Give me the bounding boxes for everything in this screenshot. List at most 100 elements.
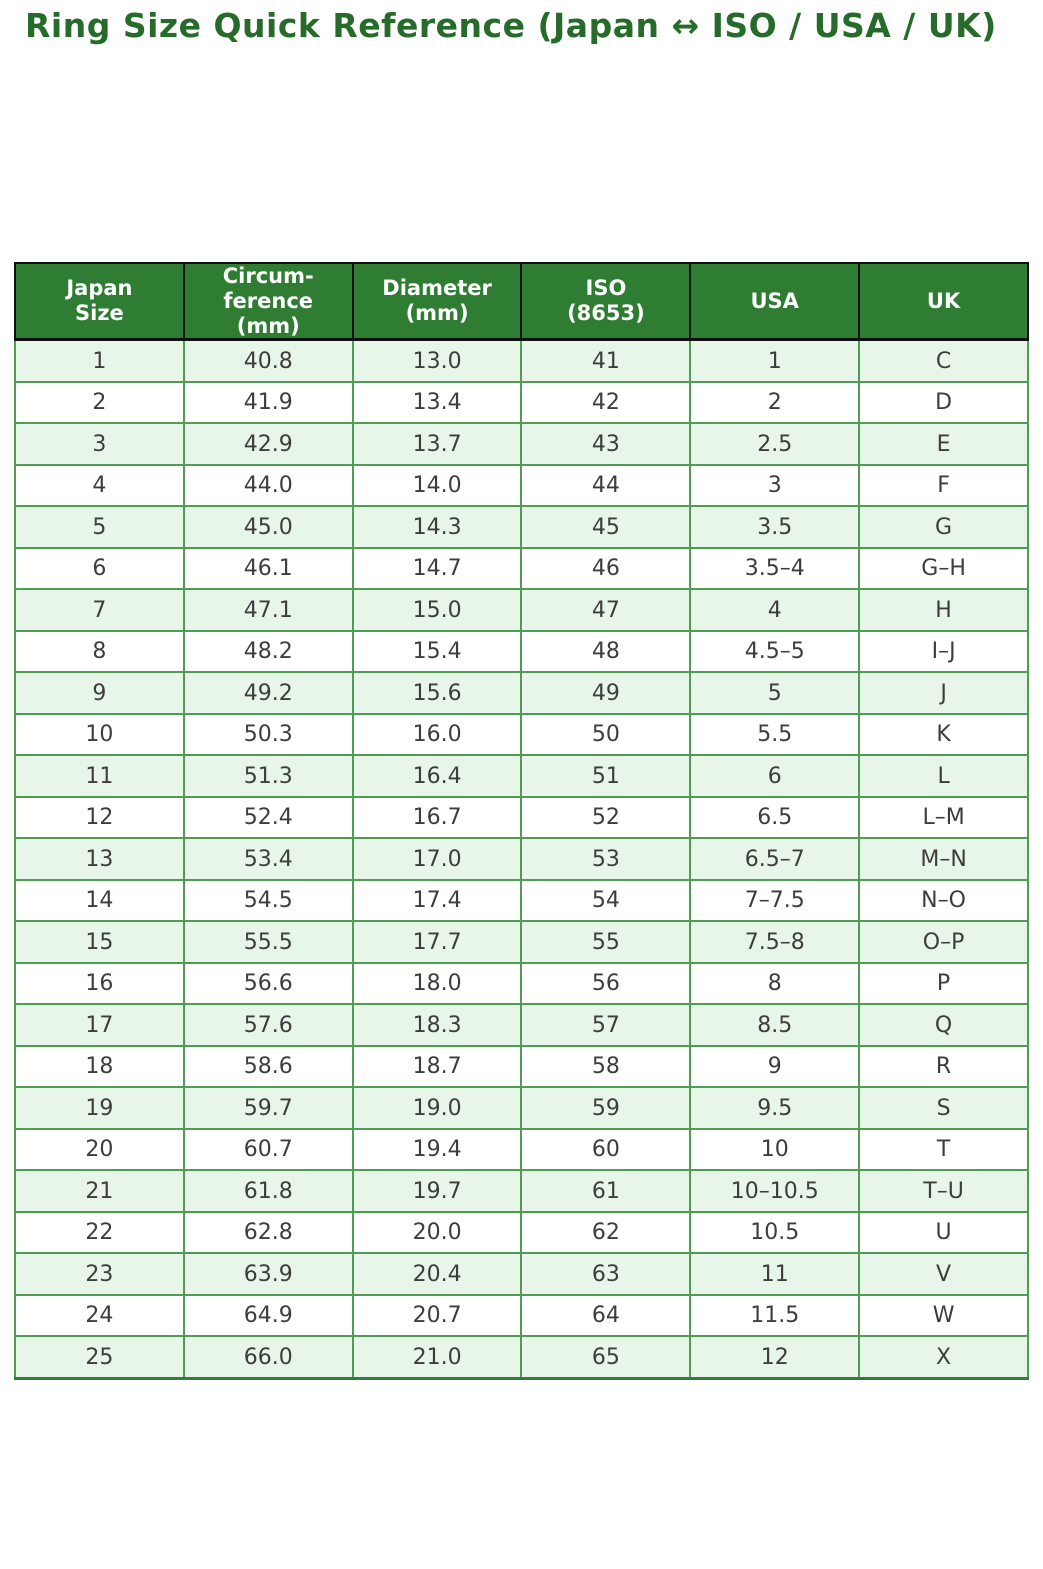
table-cell: 24 xyxy=(14,1293,185,1338)
table-row: 3 42.9 13.7 43 2.5 E xyxy=(14,422,1029,466)
table-row: 15 55.5 17.7 55 7.5–8 O–P xyxy=(14,920,1029,964)
table-row: 20 60.7 19.4 60 10 T xyxy=(14,1127,1029,1172)
table-cell: 14 xyxy=(14,878,185,923)
table-row: 14 54.5 17.4 54 7–7.5 N–O xyxy=(14,878,1029,923)
header-row: Japan Size Circum- ference (mm) Diameter (… xyxy=(14,262,1029,342)
table-row: 18 58.6 18.7 58 9 R xyxy=(14,1044,1029,1089)
table-cell: 21 xyxy=(14,1169,185,1213)
table-cell: 47 xyxy=(520,588,692,632)
table-cell: 11 xyxy=(689,1252,861,1296)
column-header: ISO (8653) xyxy=(520,262,692,342)
table-cell: 5.5 xyxy=(689,712,861,757)
table-cell: 55.5 xyxy=(182,920,354,964)
table-cell: 66.0 xyxy=(182,1335,354,1380)
table-cell: 64.9 xyxy=(182,1293,354,1338)
table-cell: 3 xyxy=(14,422,185,466)
table-row: 6 46.1 14.7 46 3.5–4 G–H xyxy=(14,546,1029,591)
table-cell: 20.7 xyxy=(351,1293,523,1338)
table-row: 17 57.6 18.3 57 8.5 Q xyxy=(14,1003,1029,1047)
ring-size-table: Japan Size Circum- ference (mm) Diameter (… xyxy=(14,262,1029,1380)
table-cell: 4.5–5 xyxy=(689,629,861,674)
table-cell: U xyxy=(858,1210,1029,1255)
table-cell: 42 xyxy=(520,380,692,425)
table-cell: 6 xyxy=(14,546,185,591)
table-cell: 41 xyxy=(520,338,692,383)
table-cell: 60 xyxy=(520,1127,692,1172)
table-cell: 8 xyxy=(14,629,185,674)
table-cell: 64 xyxy=(520,1293,692,1338)
table-cell: 53.4 xyxy=(182,837,354,881)
table-cell: 46.1 xyxy=(182,546,354,591)
table-cell: 16.4 xyxy=(351,754,523,798)
column-header: USA xyxy=(689,262,861,342)
table-cell: Q xyxy=(858,1003,1029,1047)
table-cell: 53 xyxy=(520,837,692,881)
table-cell: 10.5 xyxy=(689,1210,861,1255)
table-cell: 6.5–7 xyxy=(689,837,861,881)
table-cell: K xyxy=(858,712,1029,757)
table-cell: L xyxy=(858,754,1029,798)
table-cell: 58.6 xyxy=(182,1044,354,1089)
table-cell: 22 xyxy=(14,1210,185,1255)
table-cell: 16 xyxy=(14,961,185,1006)
table-cell: 20.0 xyxy=(351,1210,523,1255)
table-cell: V xyxy=(858,1252,1029,1296)
table-cell: 62 xyxy=(520,1210,692,1255)
table-cell: 56 xyxy=(520,961,692,1006)
table-cell: 42.9 xyxy=(182,422,354,466)
table-cell: 4 xyxy=(689,588,861,632)
table-cell: 57 xyxy=(520,1003,692,1047)
table-row: 13 53.4 17.0 53 6.5–7 M–N xyxy=(14,837,1029,881)
table-cell: T–U xyxy=(858,1169,1029,1213)
table-cell: 13.0 xyxy=(351,338,523,383)
table-cell: D xyxy=(858,380,1029,425)
table-cell: 63 xyxy=(520,1252,692,1296)
table-row: 23 63.9 20.4 63 11 V xyxy=(14,1252,1029,1296)
table-header: Japan Size Circum- ference (mm) Diameter (… xyxy=(14,262,1029,342)
table-cell: 12 xyxy=(689,1335,861,1380)
table-cell: 49 xyxy=(520,671,692,715)
table-cell: 17 xyxy=(14,1003,185,1047)
ring-size-table-container: Japan Size Circum- ference (mm) Diameter (… xyxy=(14,262,1029,1380)
table-row: 21 61.8 19.7 61 10–10.5 T–U xyxy=(14,1169,1029,1213)
table-cell: 10–10.5 xyxy=(689,1169,861,1213)
table-cell: 54.5 xyxy=(182,878,354,923)
table-cell: 20.4 xyxy=(351,1252,523,1296)
table-cell: 23 xyxy=(14,1252,185,1296)
table-cell: 63.9 xyxy=(182,1252,354,1296)
table-cell: 51 xyxy=(520,754,692,798)
table-cell: 60.7 xyxy=(182,1127,354,1172)
table-cell: 5 xyxy=(14,505,185,549)
table-row: 8 48.2 15.4 48 4.5–5 I–J xyxy=(14,629,1029,674)
table-cell: 18.3 xyxy=(351,1003,523,1047)
page-title: Ring Size Quick Reference (Japan ↔ ISO /… xyxy=(25,6,997,45)
table-cell: P xyxy=(858,961,1029,1006)
table-cell: 19 xyxy=(14,1086,185,1130)
table-cell: 41.9 xyxy=(182,380,354,425)
table-cell: 11.5 xyxy=(689,1293,861,1338)
table-cell: 8.5 xyxy=(689,1003,861,1047)
column-header: Japan Size xyxy=(14,262,185,342)
table-cell: 49.2 xyxy=(182,671,354,715)
table-cell: 59.7 xyxy=(182,1086,354,1130)
table-cell: 16.0 xyxy=(351,712,523,757)
table-cell: 17.0 xyxy=(351,837,523,881)
table-row: 1 40.8 13.0 41 1 C xyxy=(14,338,1029,383)
table-row: 5 45.0 14.3 45 3.5 G xyxy=(14,505,1029,549)
table-cell: 54 xyxy=(520,878,692,923)
table-cell: 2 xyxy=(14,380,185,425)
table-row: 19 59.7 19.0 59 9.5 S xyxy=(14,1086,1029,1130)
table-cell: 14.3 xyxy=(351,505,523,549)
table-cell: 44 xyxy=(520,463,692,508)
table-row: 12 52.4 16.7 52 6.5 L–M xyxy=(14,795,1029,840)
column-header: UK xyxy=(858,262,1029,342)
table-cell: 14.7 xyxy=(351,546,523,591)
table-cell: 44.0 xyxy=(182,463,354,508)
table-cell: S xyxy=(858,1086,1029,1130)
table-row: 11 51.3 16.4 51 6 L xyxy=(14,754,1029,798)
table-cell: 48.2 xyxy=(182,629,354,674)
table-cell: 15 xyxy=(14,920,185,964)
column-header: Circum- ference (mm) xyxy=(182,262,354,342)
table-cell: 4 xyxy=(14,463,185,508)
table-cell: 13 xyxy=(14,837,185,881)
